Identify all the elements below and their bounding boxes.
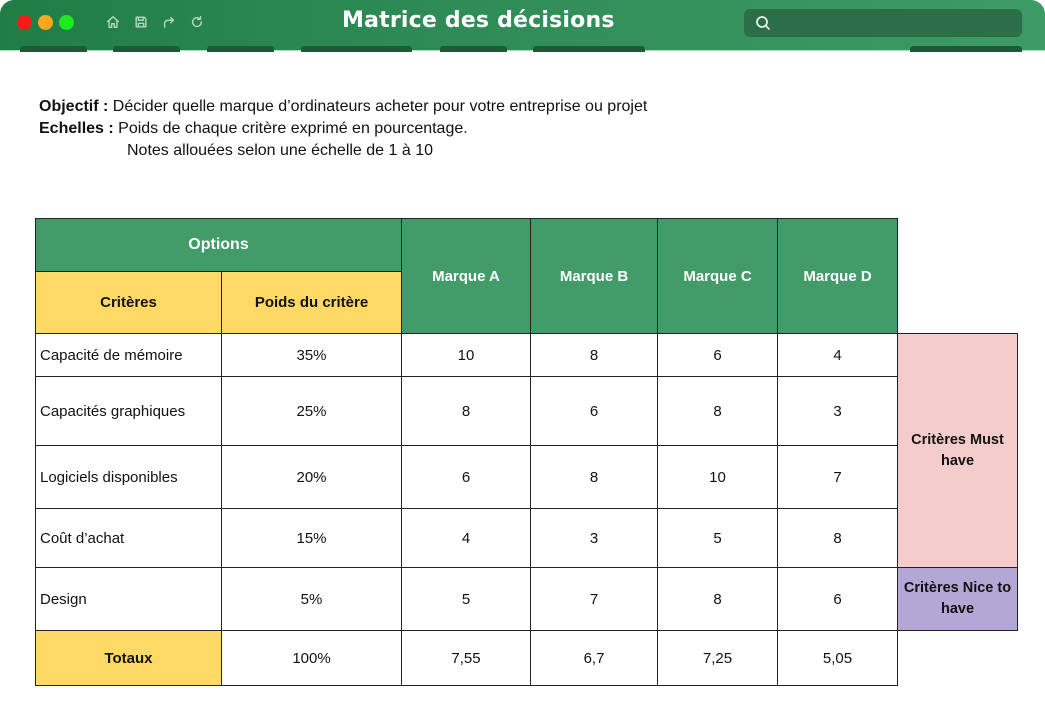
window-controls <box>17 15 74 30</box>
score-cell[interactable]: 6 <box>777 567 898 631</box>
ribbon-tab-6[interactable] <box>533 46 645 52</box>
scales-text-2: Notes allouées selon une échelle de 1 à … <box>127 142 433 159</box>
objective-text: Décider quelle marque d’ordinateurs ache… <box>108 98 648 115</box>
total-score-cell[interactable]: 6,7 <box>530 630 658 686</box>
intro-section: Objectif : Décider quelle marque d’ordin… <box>39 96 647 162</box>
nice-to-have-group-label: Critères Nice to have <box>897 567 1018 631</box>
totals-row: Totaux 100% 7,55 6,7 7,25 5,05 <box>35 630 1018 686</box>
score-cell[interactable]: 4 <box>401 508 531 568</box>
score-cell[interactable]: 7 <box>777 445 898 509</box>
score-cell[interactable]: 8 <box>530 333 658 377</box>
criterion-cell[interactable]: Design <box>35 567 222 631</box>
table-row: Coût d’achat 15% 4 3 5 8 <box>35 508 1018 568</box>
brand-header-a: Marque A <box>401 218 531 334</box>
score-cell[interactable]: 8 <box>777 508 898 568</box>
table-row: Logiciels disponibles 20% 6 8 10 7 <box>35 445 1018 509</box>
weight-cell[interactable]: 35% <box>221 333 402 377</box>
score-cell[interactable]: 8 <box>401 376 531 446</box>
objective-label: Objectif : <box>39 98 109 115</box>
ribbon-tab-2[interactable] <box>113 46 180 52</box>
ribbon-tab-4[interactable] <box>301 46 412 52</box>
score-cell[interactable]: 5 <box>657 508 778 568</box>
score-cell[interactable]: 8 <box>530 445 658 509</box>
brand-header-c: Marque C <box>657 218 778 334</box>
totals-label: Totaux <box>35 630 222 686</box>
score-cell[interactable]: 5 <box>401 567 531 631</box>
totals-weight[interactable]: 100% <box>221 630 402 686</box>
title-bar: Matrice des décisions <box>0 0 1045 52</box>
score-cell[interactable]: 8 <box>657 567 778 631</box>
refresh-icon[interactable] <box>188 13 206 31</box>
empty-cell <box>898 631 1018 686</box>
table-row: Capacités graphiques 25% 8 6 8 3 <box>35 376 1018 446</box>
search-input[interactable] <box>744 9 1022 37</box>
score-cell[interactable]: 8 <box>657 376 778 446</box>
score-cell[interactable]: 3 <box>530 508 658 568</box>
criterion-cell[interactable]: Capacités graphiques <box>35 376 222 446</box>
brand-header-d: Marque D <box>777 218 898 334</box>
weight-header: Poids du critère <box>221 271 402 334</box>
total-score-cell[interactable]: 5,05 <box>777 630 898 686</box>
maximize-window-button[interactable] <box>59 15 74 30</box>
scales-line-2: Notes allouées selon une échelle de 1 à … <box>39 140 647 162</box>
empty-corner <box>898 219 1018 334</box>
table-row: Capacité de mémoire 35% 10 8 6 4 Critère… <box>35 333 1018 568</box>
search-icon <box>756 16 770 30</box>
weight-cell[interactable]: 20% <box>221 445 402 509</box>
weight-cell[interactable]: 5% <box>221 567 402 631</box>
must-have-group-label: Critères Must have <box>897 333 1018 568</box>
window-title: Matrice des décisions <box>342 8 615 33</box>
weight-cell[interactable]: 25% <box>221 376 402 446</box>
score-cell[interactable]: 3 <box>777 376 898 446</box>
ribbon-tab-5[interactable] <box>440 46 507 52</box>
score-cell[interactable]: 6 <box>401 445 531 509</box>
score-cell[interactable]: 6 <box>530 376 658 446</box>
criteria-header: Critères <box>35 271 222 334</box>
weight-cell[interactable]: 15% <box>221 508 402 568</box>
criterion-cell[interactable]: Coût d’achat <box>35 508 222 568</box>
scales-line: Echelles : Poids de chaque critère expri… <box>39 118 647 140</box>
brand-header-b: Marque B <box>530 218 658 334</box>
options-header: Options <box>35 218 402 272</box>
score-cell[interactable]: 6 <box>657 333 778 377</box>
home-icon[interactable] <box>104 13 122 31</box>
ribbon-tab-1[interactable] <box>20 46 87 52</box>
decision-matrix-table: Options Marque A Marque B Marque C Marqu… <box>35 218 1018 686</box>
minimize-window-button[interactable] <box>38 15 53 30</box>
total-score-cell[interactable]: 7,55 <box>401 630 531 686</box>
redo-icon[interactable] <box>160 13 178 31</box>
score-cell[interactable]: 7 <box>530 567 658 631</box>
ribbon-tab-7[interactable] <box>910 46 1022 52</box>
criterion-cell[interactable]: Logiciels disponibles <box>35 445 222 509</box>
score-cell[interactable]: 4 <box>777 333 898 377</box>
save-icon[interactable] <box>132 13 150 31</box>
scales-label: Echelles : <box>39 120 114 137</box>
table-row: Design 5% 5 7 8 6 Critères Nice to have <box>35 567 1018 631</box>
objective-line: Objectif : Décider quelle marque d’ordin… <box>39 96 647 118</box>
quick-access-toolbar <box>104 13 206 31</box>
score-cell[interactable]: 10 <box>657 445 778 509</box>
close-window-button[interactable] <box>17 15 32 30</box>
score-cell[interactable]: 10 <box>401 333 531 377</box>
ribbon-tab-3[interactable] <box>207 46 274 52</box>
total-score-cell[interactable]: 7,25 <box>657 630 778 686</box>
criterion-cell[interactable]: Capacité de mémoire <box>35 333 222 377</box>
scales-text: Poids de chaque critère exprimé en pourc… <box>113 120 468 137</box>
